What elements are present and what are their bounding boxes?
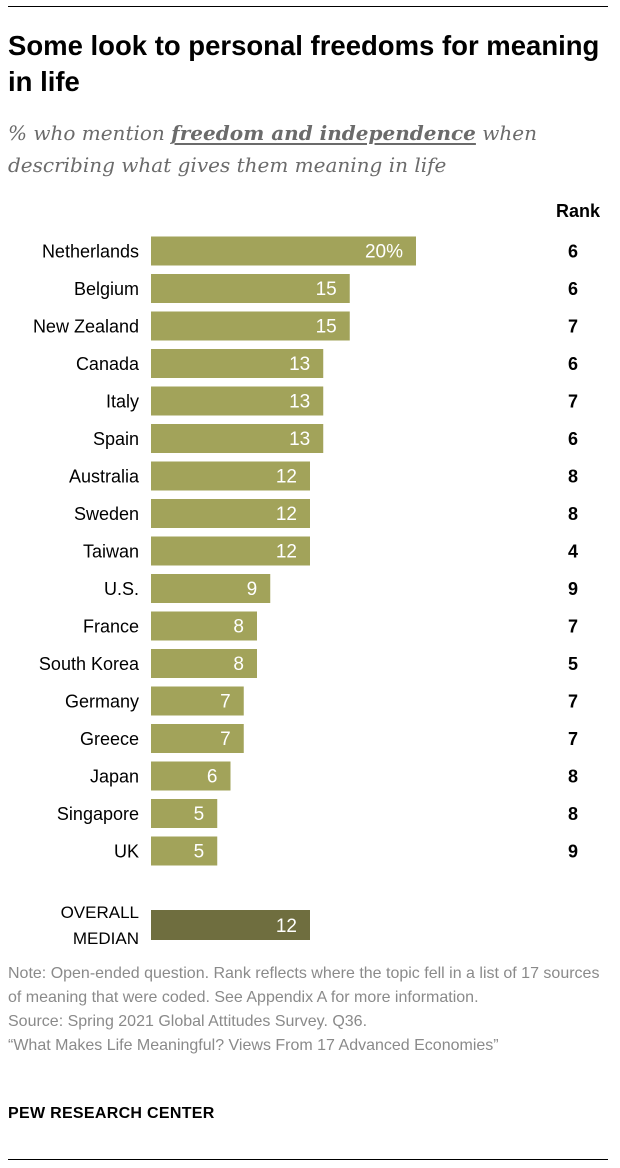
bottom-rule	[8, 1159, 608, 1160]
category-label: Italy	[106, 392, 139, 412]
median-bar	[151, 910, 310, 940]
category-label: France	[83, 617, 139, 637]
rank-value: 9	[568, 842, 578, 862]
category-label: Greece	[80, 729, 139, 749]
rank-value: 8	[568, 504, 578, 524]
rank-value: 6	[568, 354, 578, 374]
bar	[151, 311, 350, 341]
bar-value-label: 13	[289, 392, 310, 413]
bar	[151, 536, 310, 566]
note-text: Note: Open-ended question. Rank reflects…	[8, 965, 600, 1006]
category-label: Germany	[65, 692, 139, 712]
category-label: Australia	[69, 467, 140, 487]
bar	[151, 499, 310, 528]
bar	[151, 686, 244, 716]
pew-logo-text: PEW RESEARCH CENTER	[8, 1105, 215, 1122]
subtitle-suffix: when describing what gives them meaning …	[8, 121, 537, 177]
bar-value-label: 15	[316, 317, 337, 338]
rank-value: 5	[568, 654, 578, 674]
bar	[151, 574, 271, 603]
rank-value: 4	[568, 542, 578, 562]
category-label: Netherlands	[42, 242, 139, 262]
top-rule	[8, 6, 608, 7]
category-label: UK	[114, 842, 139, 862]
bar	[151, 236, 416, 266]
bar-value-label: 8	[233, 617, 244, 638]
source-text: Source: Spring 2021 Global Attitudes Sur…	[8, 1013, 368, 1030]
rank-value: 8	[568, 804, 578, 824]
bar-value-label: 8	[233, 654, 244, 675]
category-label: Spain	[93, 429, 139, 449]
category-label: Canada	[76, 354, 140, 374]
bar-value-label: 7	[220, 692, 231, 713]
bar-value-label: 13	[289, 354, 310, 375]
bar-value-label: 12	[276, 504, 297, 525]
rank-value: 8	[568, 767, 578, 787]
bar-value-label: 13	[289, 429, 310, 450]
chart-subtitle: % who mention freedom and independence w…	[8, 117, 608, 181]
category-label: Japan	[90, 767, 139, 787]
bar-value-label: 15	[316, 279, 337, 300]
bar	[151, 611, 257, 641]
rank-value: 7	[568, 729, 578, 749]
bar-chart: Netherlands 20% 6 Belgium 15 6 New Zealand 15 7 C…	[33, 236, 578, 948]
bar	[151, 799, 218, 828]
rank-value: 9	[568, 579, 578, 599]
rank-value: 7	[568, 392, 578, 412]
bar-value-label: 5	[194, 804, 205, 825]
category-label: Singapore	[57, 804, 139, 824]
category-label: Taiwan	[83, 542, 139, 562]
bar-value-label: 6	[207, 767, 218, 788]
median-value-label: 12	[276, 916, 297, 937]
bar	[151, 386, 324, 416]
category-label: New Zealand	[33, 317, 139, 337]
rank-value: 7	[568, 692, 578, 712]
rank-value: 8	[568, 467, 578, 487]
report-title-text: “What Makes Life Meaningful? Views From …	[8, 1037, 499, 1054]
chart-notes: Note: Open-ended question. Rank reflects…	[8, 962, 608, 1058]
bar-value-label: 20%	[365, 242, 403, 263]
bar	[151, 424, 324, 453]
bar	[151, 274, 350, 303]
bar-value-label: 12	[276, 542, 297, 563]
bar-value-label: 9	[247, 579, 258, 600]
bar	[151, 461, 310, 491]
bar-value-label: 12	[276, 467, 297, 488]
bar	[151, 724, 244, 753]
category-label: Belgium	[74, 279, 139, 299]
bar	[151, 349, 324, 378]
rank-value: 7	[568, 617, 578, 637]
category-label: Sweden	[74, 504, 139, 524]
median-label-line: MEDIAN	[73, 929, 139, 948]
rank-value: 6	[568, 279, 578, 299]
bar-value-label: 7	[220, 729, 231, 750]
rank-value: 7	[568, 317, 578, 337]
category-label: South Korea	[39, 654, 140, 674]
rank-value: 6	[568, 429, 578, 449]
bar-value-label: 5	[194, 842, 205, 863]
subtitle-prefix: % who mention	[8, 121, 172, 145]
category-label: U.S.	[104, 579, 139, 599]
median-label-line: OVERALL	[61, 903, 139, 922]
subtitle-highlight: freedom and independence	[171, 121, 476, 145]
bar	[151, 649, 257, 678]
rank-value: 6	[568, 242, 578, 262]
chart-title: Some look to personal freedoms for meani…	[8, 30, 600, 97]
bar	[151, 761, 231, 791]
bar	[151, 836, 218, 866]
rank-column-header: Rank	[555, 201, 600, 221]
